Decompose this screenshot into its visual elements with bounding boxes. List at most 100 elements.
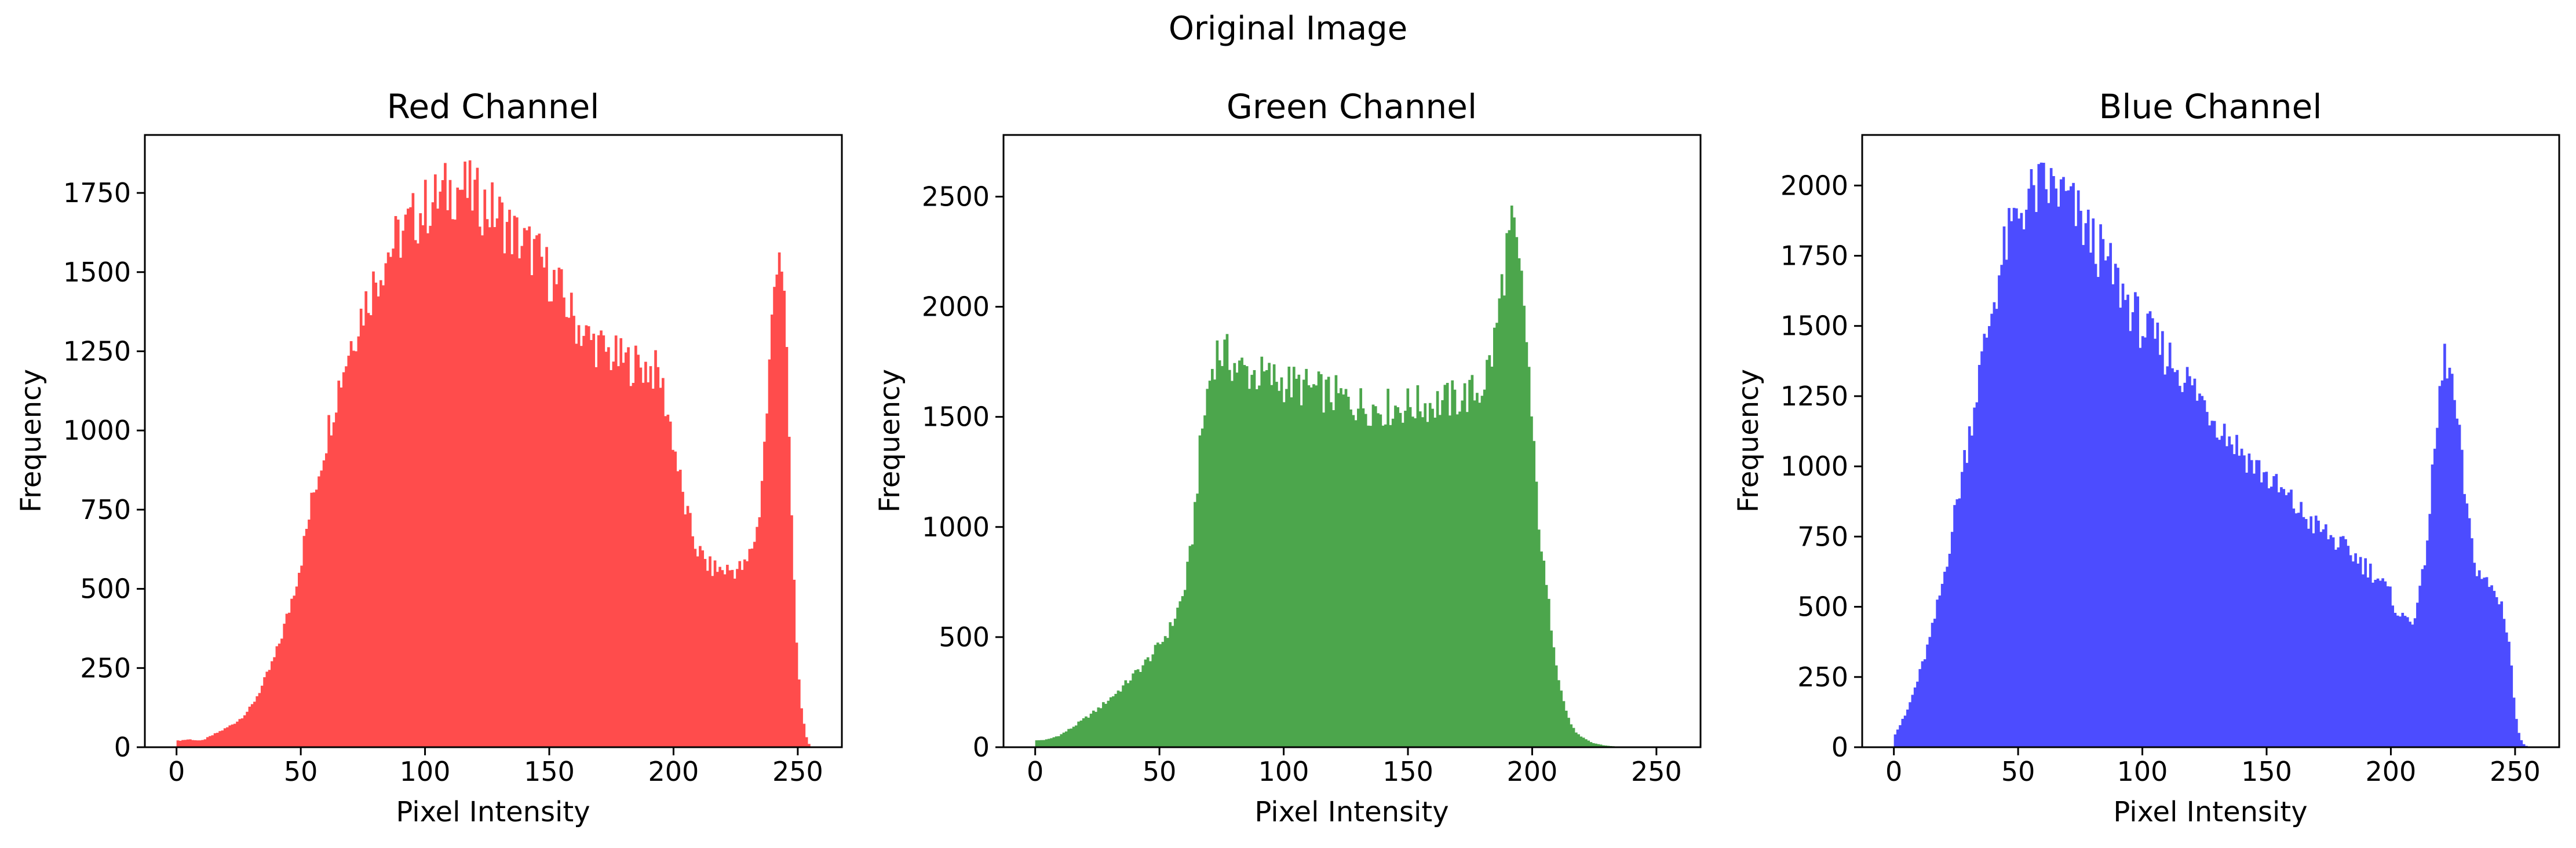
blue-channel-bar — [2129, 331, 2132, 747]
green-channel-bar — [1545, 584, 1548, 747]
blue-channel-bar — [2198, 393, 2201, 747]
green-channel-bar — [1471, 375, 1474, 747]
green-channel-bar — [1550, 630, 1553, 747]
blue-channel-bar — [2450, 374, 2454, 747]
blue-channel-bar — [2119, 308, 2122, 747]
red-channel-bar — [736, 569, 739, 747]
blue-channel-bar — [2471, 538, 2473, 747]
red-channel-bar — [765, 413, 769, 747]
blue-channel-bar — [2121, 283, 2125, 747]
blue-channel-bar — [2391, 605, 2395, 747]
green-channel-bar — [1154, 645, 1157, 747]
red-channel-bar — [661, 378, 665, 747]
x-tick-label: 200 — [2366, 756, 2417, 787]
green-channel-bar — [1567, 718, 1570, 747]
red-channel-bar — [540, 257, 543, 747]
green-channel-bar — [1525, 342, 1528, 747]
blue-channel-bar — [2238, 455, 2241, 747]
blue-channel-bar — [2312, 533, 2315, 747]
red-channel-bar — [374, 282, 378, 747]
blue-channel-bar — [2037, 164, 2041, 747]
y-tick-label: 1250 — [63, 335, 131, 367]
blue-channel-bar — [2094, 264, 2097, 747]
red-channel-bar — [433, 174, 437, 748]
blue-channel-bar — [2433, 448, 2436, 747]
red-channel-bar — [694, 549, 697, 747]
blue-channel-bar — [2267, 488, 2271, 747]
red-channel-bar — [196, 740, 199, 747]
red-channel-bar — [575, 343, 578, 747]
green-channel-bar — [1169, 622, 1172, 747]
green-channel-bar — [1451, 380, 1454, 747]
blue-channel-bar — [2213, 421, 2216, 747]
blue-channel-bar — [1921, 661, 1924, 747]
red-channel-bar — [553, 269, 556, 747]
y-tick-label: 500 — [1797, 591, 1848, 623]
green-channel-bar — [1194, 502, 1196, 747]
green-channel-bar — [1527, 367, 1531, 747]
green-channel-bar — [1040, 740, 1043, 747]
blue-channel-bar — [2512, 697, 2516, 747]
green-channel-bar — [1517, 258, 1521, 747]
blue-channel-bar — [1918, 669, 1922, 747]
green-channel-bar — [1409, 407, 1412, 747]
blue-channel-bar — [2092, 218, 2095, 747]
green-channel-bar — [1055, 736, 1058, 747]
red-channel-bar — [808, 744, 811, 747]
red-channel-bar — [520, 246, 524, 747]
red-channel-bar — [548, 301, 551, 747]
red-channel-bar — [404, 214, 407, 747]
red-channel-bar — [186, 739, 189, 747]
blue-channel-bar — [2428, 514, 2432, 747]
red-channel-x-ticks: 0 50 100 150 200 250 — [168, 747, 823, 787]
red-channel-title: Red Channel — [387, 87, 600, 126]
red-channel-bar — [312, 492, 316, 747]
green-channel-bar — [1500, 274, 1504, 747]
red-channel-bar — [523, 228, 526, 747]
green-channel-bar — [1433, 418, 1437, 747]
blue-channel-bar — [2280, 487, 2283, 747]
green-channel-bar — [1458, 411, 1461, 747]
blue-channel-bar — [2436, 427, 2439, 747]
green-channel-title: Green Channel — [1227, 87, 1477, 126]
red-channel-bar — [367, 313, 370, 747]
blue-channel-bar — [2349, 555, 2352, 747]
blue-channel-bar — [2352, 561, 2355, 747]
blue-channel-bar — [2465, 503, 2469, 747]
green-channel-bar — [1245, 366, 1249, 747]
green-channel-bar — [1253, 370, 1256, 747]
blue-channel-bar — [2431, 464, 2434, 747]
blue-channel-bar — [2384, 581, 2387, 747]
blue-channel-bar — [1903, 715, 1907, 747]
red-channel-bar — [703, 558, 707, 747]
red-channel-bar — [216, 733, 219, 747]
green-channel-bar — [1453, 389, 1457, 747]
blue-channel-bar — [2468, 518, 2471, 747]
red-channel-bar — [178, 740, 182, 747]
green-channel-bar — [1495, 323, 1498, 747]
y-tick-label: 1750 — [1780, 240, 1848, 271]
red-channel-bar — [617, 366, 620, 747]
red-channel-bar — [471, 210, 474, 747]
green-channel-bar — [1258, 385, 1261, 747]
blue-channel-bar — [2282, 489, 2286, 747]
green-channel-bar — [1188, 546, 1192, 747]
blue-channel-bar — [2168, 342, 2172, 747]
green-channel-bar — [1104, 704, 1107, 747]
red-channel-bar — [577, 325, 581, 747]
y-tick-label: 250 — [1797, 661, 1848, 693]
green-channel-bar — [1085, 716, 1088, 747]
green-channel-bar — [1443, 385, 1447, 747]
blue-channel-bar — [1998, 275, 2001, 748]
red-channel-bar — [647, 382, 650, 747]
blue-channel-bar — [2314, 516, 2318, 747]
red-channel-bar — [709, 556, 711, 747]
red-channel-bar — [436, 209, 439, 747]
green-channel-bar — [1391, 418, 1395, 747]
red-channel-bar — [429, 225, 432, 748]
red-channel-bar — [716, 572, 719, 747]
red-channel-bar — [424, 180, 427, 747]
green-channel-bar — [1136, 669, 1140, 747]
green-channel-bar — [1079, 721, 1083, 747]
blue-channel-bar — [2515, 719, 2518, 747]
